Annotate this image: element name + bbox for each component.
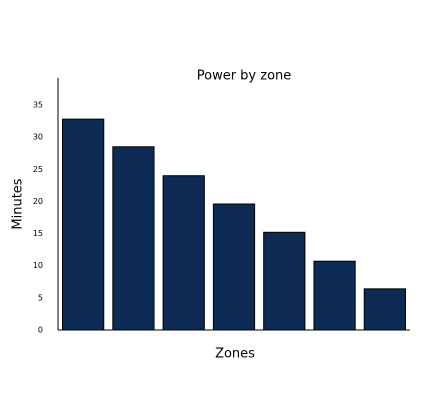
bar bbox=[212, 203, 256, 331]
y-tick-label: 30 bbox=[33, 133, 43, 142]
bar bbox=[62, 118, 105, 331]
y-tick-label: 20 bbox=[33, 197, 43, 206]
x-axis-label: Zones bbox=[215, 347, 255, 362]
y-tick-label: 35 bbox=[33, 101, 43, 110]
bar bbox=[313, 260, 356, 331]
bar bbox=[112, 146, 155, 331]
y-axis-label: Minutes bbox=[11, 178, 26, 229]
y-tick-label: 10 bbox=[33, 261, 43, 270]
bar bbox=[263, 231, 306, 331]
y-tick-label: 5 bbox=[38, 293, 43, 302]
bar bbox=[162, 175, 205, 331]
chart-title: Power by zone bbox=[197, 69, 292, 84]
y-tick-label: 0 bbox=[38, 326, 43, 335]
y-tick-label: 25 bbox=[33, 165, 43, 174]
bar bbox=[363, 288, 406, 331]
y-tick-label: 15 bbox=[33, 229, 43, 238]
